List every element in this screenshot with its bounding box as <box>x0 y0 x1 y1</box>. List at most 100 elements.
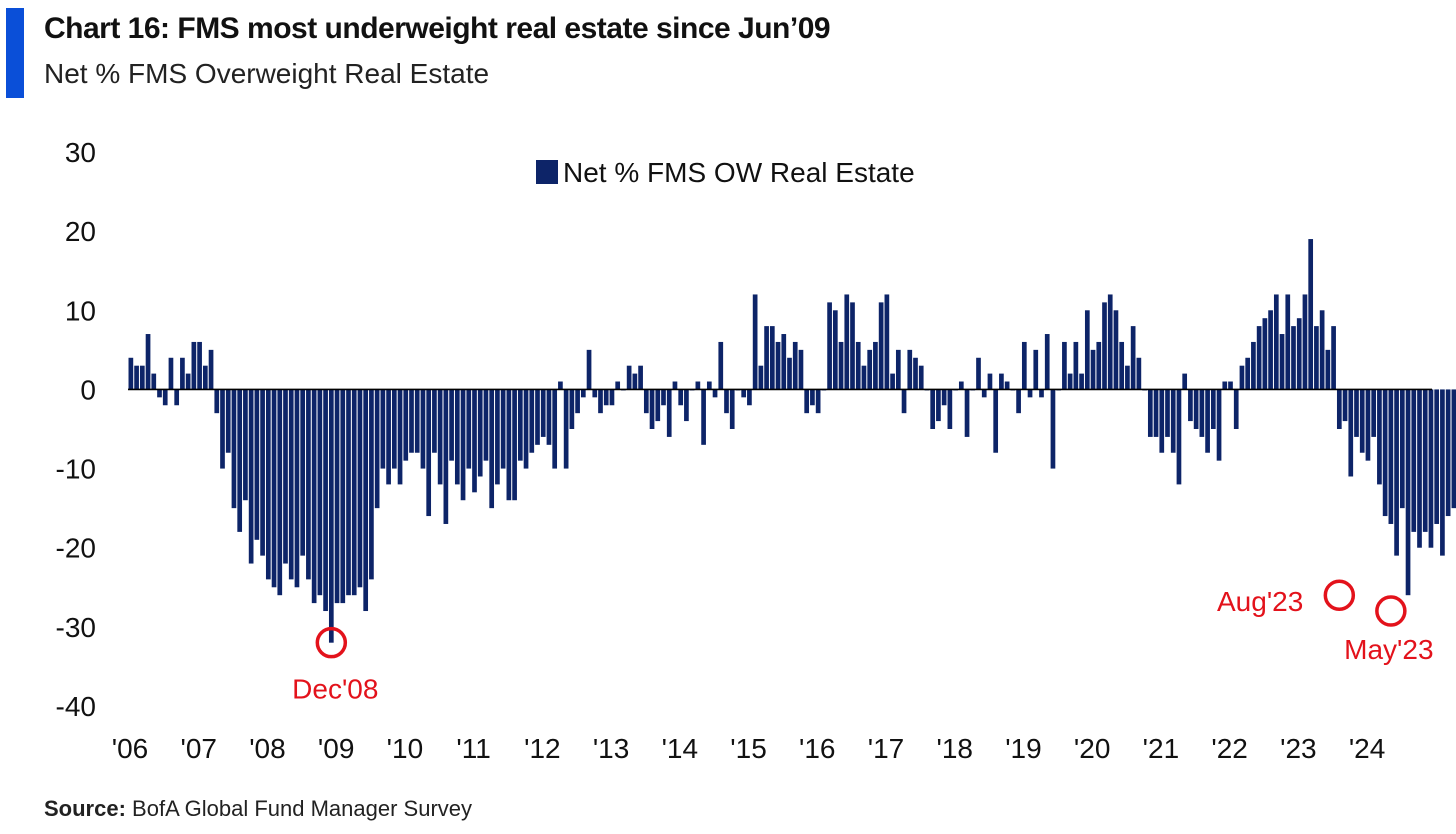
bar <box>1388 389 1394 524</box>
bar <box>1371 389 1377 437</box>
bar <box>535 389 540 445</box>
bar <box>1325 349 1331 390</box>
bar <box>1176 389 1182 485</box>
bar <box>861 365 867 390</box>
bar <box>351 389 357 596</box>
bar <box>477 389 483 477</box>
x-tick-label: '23 <box>1280 733 1317 764</box>
bar <box>288 389 294 580</box>
bar <box>363 389 369 612</box>
annotation-label: Dec'08 <box>292 674 378 705</box>
bar <box>546 389 552 445</box>
bar <box>999 373 1004 390</box>
bar <box>1308 239 1314 390</box>
bar <box>901 389 907 414</box>
bar <box>260 389 265 556</box>
bar <box>529 389 535 453</box>
chart-title: Chart 16: FMS most underweight real esta… <box>44 12 831 45</box>
bar <box>231 389 237 509</box>
bar <box>1125 365 1130 390</box>
bar <box>443 389 449 524</box>
bar <box>1193 389 1199 429</box>
bar <box>1411 389 1417 532</box>
bar <box>512 389 517 501</box>
bar <box>598 389 603 414</box>
bar <box>1033 349 1039 390</box>
bar <box>987 373 993 390</box>
bar <box>380 389 386 469</box>
bar <box>174 389 180 406</box>
bar <box>1021 341 1027 390</box>
bar <box>1136 357 1142 390</box>
bar <box>1279 334 1285 390</box>
source-text: BofA Global Fund Manager Survey <box>132 796 473 821</box>
bar <box>134 365 139 390</box>
bar <box>369 389 374 580</box>
bar <box>294 389 300 588</box>
x-tick-label: '22 <box>1211 733 1248 764</box>
bar <box>558 381 563 390</box>
chart-subtitle: Net % FMS Overweight Real Estate <box>44 58 490 89</box>
bar <box>873 341 878 390</box>
bar <box>907 349 913 390</box>
bar <box>346 389 351 596</box>
bar <box>139 365 145 390</box>
bar <box>678 389 684 406</box>
bar <box>764 326 769 390</box>
x-tick-label: '12 <box>524 733 561 764</box>
bar <box>1153 389 1159 437</box>
x-tick-label: '15 <box>730 733 767 764</box>
bar <box>202 365 208 390</box>
bar <box>804 389 810 414</box>
source-note: Source: BofA Global Fund Manager Survey <box>44 796 472 822</box>
bar <box>1348 389 1354 477</box>
bar <box>283 389 288 564</box>
bar <box>1440 389 1445 556</box>
annotation-label: Aug'23 <box>1217 586 1303 617</box>
bar <box>712 389 718 398</box>
bar <box>1285 294 1291 390</box>
bar <box>827 302 832 390</box>
x-tick-label: '16 <box>799 733 836 764</box>
bar <box>976 357 981 390</box>
bar <box>1102 302 1107 390</box>
bar <box>197 341 202 390</box>
bar <box>592 389 598 398</box>
title-accent-bar <box>6 8 24 98</box>
bar <box>787 357 792 390</box>
bar <box>701 389 706 445</box>
bar <box>1359 389 1365 453</box>
bar <box>769 326 775 390</box>
bar <box>718 341 724 390</box>
bar <box>328 389 334 643</box>
bar <box>1107 294 1113 390</box>
bar <box>162 389 168 406</box>
bar <box>867 349 873 390</box>
bar <box>792 341 798 390</box>
bar <box>254 389 260 540</box>
bar <box>1399 389 1405 509</box>
x-tick-label: '18 <box>936 733 973 764</box>
x-tick-label: '20 <box>1074 733 1111 764</box>
bar <box>1417 389 1422 548</box>
bar <box>1216 389 1222 461</box>
bar <box>741 389 747 398</box>
source-label: Source: <box>44 796 126 821</box>
bar <box>643 389 649 414</box>
bar <box>1256 326 1262 390</box>
x-tick-label: '21 <box>1143 733 1180 764</box>
bar <box>1451 389 1456 509</box>
bar <box>180 357 185 390</box>
bar <box>1050 389 1056 469</box>
bar <box>878 302 884 390</box>
bar <box>1016 389 1021 414</box>
annotation-circle <box>1323 579 1356 611</box>
bar <box>964 389 970 437</box>
bar <box>391 389 397 469</box>
bar <box>426 389 432 517</box>
bar <box>850 302 855 390</box>
bar <box>306 389 311 580</box>
bar <box>454 389 460 485</box>
bar <box>649 389 655 429</box>
